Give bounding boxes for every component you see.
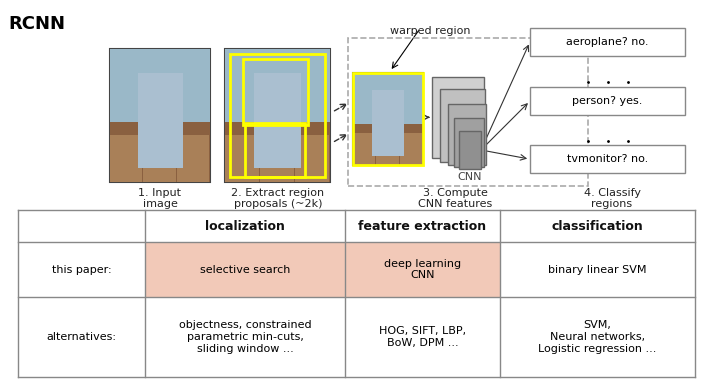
Bar [353, 74, 423, 165]
Text: RCNN: RCNN [8, 15, 65, 33]
Bar [353, 124, 423, 165]
Bar [225, 49, 330, 122]
Text: alternatives:: alternatives: [47, 332, 116, 342]
Bar [110, 135, 143, 182]
Bar [454, 118, 484, 167]
Text: 3. Compute
CNN features: 3. Compute CNN features [418, 188, 492, 209]
Text: CNN: CNN [458, 172, 482, 182]
Bar [353, 133, 375, 165]
Text: selective search: selective search [200, 264, 290, 275]
Bar [372, 90, 403, 156]
Bar [260, 135, 294, 182]
Text: HOG, SIFT, LBP,
BoW, DPM ...: HOG, SIFT, LBP, BoW, DPM ... [379, 326, 466, 348]
Bar [143, 135, 176, 182]
Bar [376, 133, 398, 165]
Bar [225, 135, 259, 182]
Bar [254, 73, 301, 168]
Bar [353, 74, 423, 165]
Bar [230, 54, 325, 176]
Bar [138, 73, 182, 168]
Bar [145, 242, 345, 297]
Bar [295, 135, 329, 182]
Bar [440, 89, 485, 162]
Bar [177, 135, 209, 182]
Bar [530, 145, 685, 173]
Text: aeroplane? no.: aeroplane? no. [566, 37, 649, 47]
Bar [400, 133, 422, 165]
Bar [225, 122, 330, 182]
Text: deep learning
CNN: deep learning CNN [384, 259, 461, 280]
Bar [110, 122, 210, 182]
Bar [345, 242, 500, 297]
Bar [459, 131, 481, 169]
Text: warped region: warped region [390, 25, 470, 35]
Text: 1. Input
image: 1. Input image [138, 188, 182, 209]
Bar [353, 74, 423, 124]
Bar [530, 87, 685, 115]
Text: this paper:: this paper: [52, 264, 111, 275]
Text: localization: localization [205, 220, 285, 233]
Text: SVM,
Neural networks,
Logistic regression ...: SVM, Neural networks, Logistic regressio… [538, 320, 657, 354]
Bar [348, 38, 588, 186]
Bar [110, 49, 210, 122]
Text: classification: classification [552, 220, 643, 233]
Bar [448, 104, 486, 165]
Text: objectness, constrained
parametric min-cuts,
sliding window ...: objectness, constrained parametric min-c… [179, 320, 311, 354]
Text: 2. Extract region
proposals (~2k): 2. Extract region proposals (~2k) [231, 188, 325, 209]
Bar [110, 49, 210, 182]
Bar [225, 49, 330, 182]
Text: binary linear SVM: binary linear SVM [548, 264, 647, 275]
Bar [432, 77, 484, 158]
Text: 4. Classify
regions: 4. Classify regions [584, 188, 640, 209]
Text: person? yes.: person? yes. [572, 96, 642, 106]
Bar [243, 59, 308, 126]
Text: feature extraction: feature extraction [359, 220, 486, 233]
Bar [530, 28, 685, 56]
Bar [245, 124, 305, 176]
Text: tvmonitor? no.: tvmonitor? no. [567, 154, 648, 164]
